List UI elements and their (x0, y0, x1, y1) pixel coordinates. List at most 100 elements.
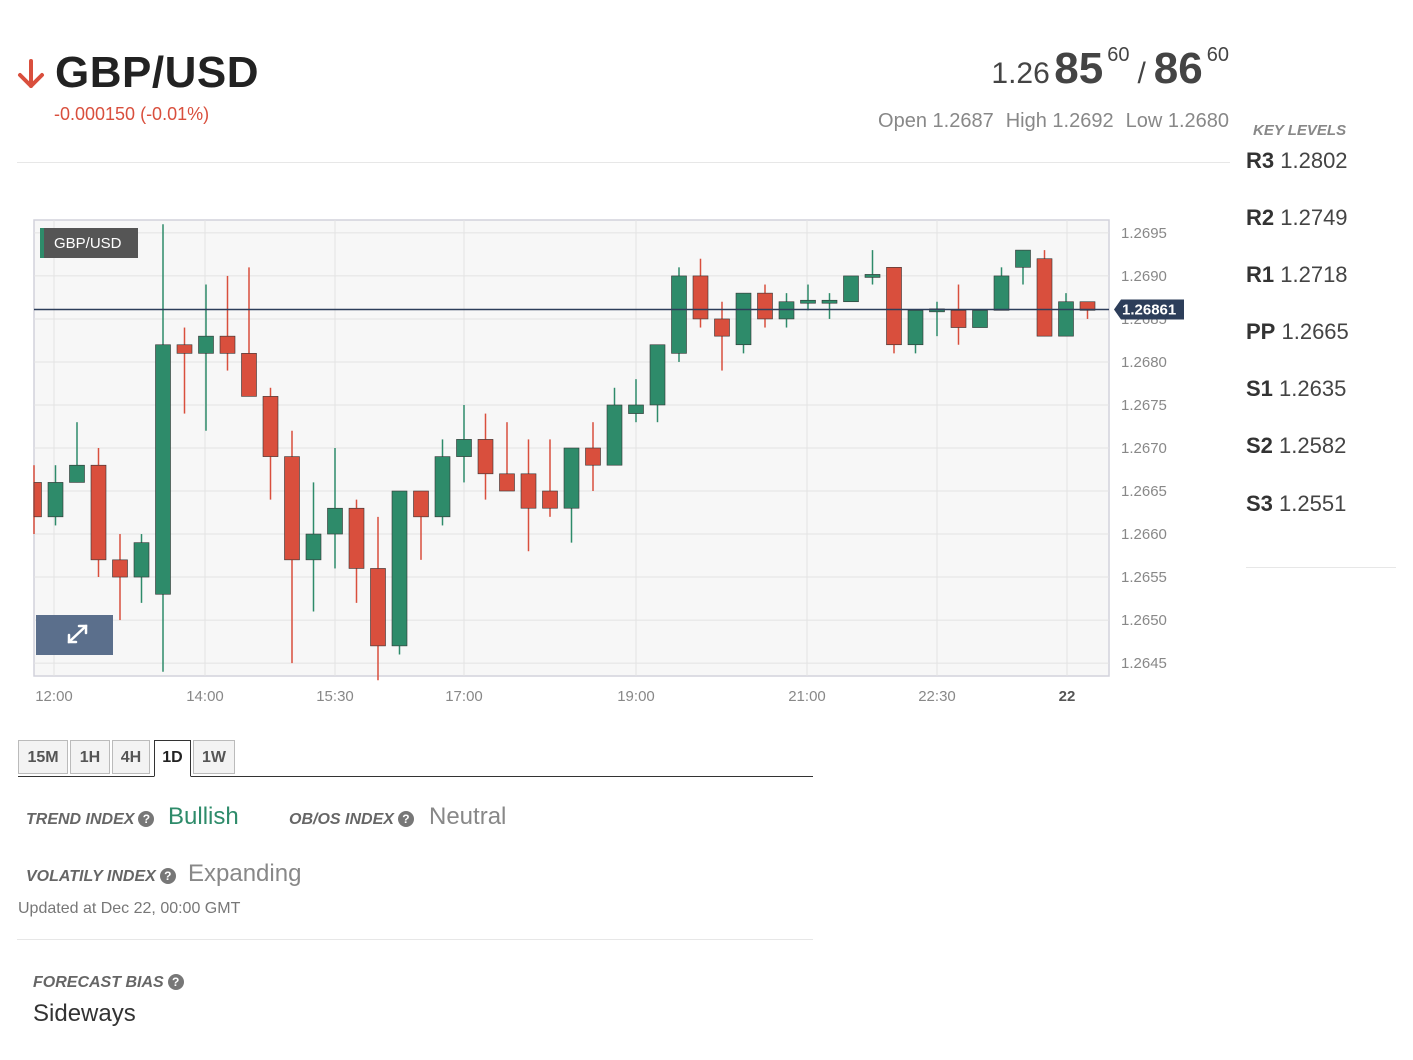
forecast-bias-label: FORECAST BIAS? (33, 974, 184, 992)
tab-1d[interactable]: 1D (154, 740, 191, 777)
candle (176, 327, 193, 414)
candle (133, 534, 150, 603)
tab-15m[interactable]: 15M (18, 740, 68, 774)
candle (241, 267, 257, 397)
x-tick-label: 14:00 (186, 688, 224, 705)
key-level-r1: R1 1.2718 (1246, 262, 1348, 287)
y-tick-label: 1.2695 (1121, 225, 1167, 242)
candle (778, 293, 795, 328)
candle (47, 465, 64, 526)
candle-body (370, 568, 386, 647)
trend-index-label: TREND INDEX? (26, 811, 155, 829)
candle (69, 422, 85, 483)
candle-body (585, 447, 601, 466)
y-tick-label: 1.2690 (1121, 268, 1167, 285)
candle-body (69, 464, 85, 483)
key-levels-divider (1246, 567, 1396, 568)
trend-index-value: Bullish (168, 803, 239, 830)
key-level-r3: R3 1.2802 (1246, 148, 1348, 173)
candle (821, 293, 838, 319)
key-level-pp: PP 1.2665 (1246, 319, 1349, 344)
candle-body (305, 533, 322, 561)
candle-body (33, 482, 42, 518)
candle-body (778, 301, 795, 320)
candle (692, 258, 709, 328)
candle-body (327, 507, 343, 535)
candle-body (155, 344, 171, 595)
candle-body (692, 275, 709, 320)
candle (456, 404, 472, 483)
candle-body (800, 299, 816, 304)
candle (843, 275, 859, 303)
tab-1h[interactable]: 1H (70, 740, 110, 774)
low-value: Low 1.2680 (1125, 110, 1229, 132)
x-tick-label: 22:30 (918, 688, 956, 705)
expand-icon (67, 624, 88, 644)
candle (370, 516, 386, 681)
tab-1w[interactable]: 1W (193, 740, 235, 774)
key-level-r2: R2 1.2749 (1246, 205, 1348, 230)
candle (950, 284, 967, 345)
candle (434, 439, 451, 526)
candle-body (843, 275, 859, 303)
candle (1058, 293, 1074, 337)
candle (1079, 301, 1096, 319)
x-tick-label: 21:00 (788, 688, 826, 705)
candle-body (90, 464, 107, 561)
candle (800, 284, 816, 311)
candle-body (1015, 249, 1031, 268)
candle-body (649, 344, 666, 406)
candle (262, 387, 279, 500)
help-icon[interactable]: ? (159, 868, 176, 884)
pair-title: GBP/USD (55, 48, 259, 97)
y-tick-label: 1.2655 (1121, 569, 1167, 586)
help-icon[interactable]: ? (167, 974, 184, 990)
open-value: Open 1.2687 (878, 110, 994, 132)
volatility-index-label: VOLATILY INDEX? (26, 868, 176, 886)
key-level-s2: S2 1.2582 (1246, 433, 1347, 458)
ask-pip: 60 (1206, 44, 1229, 66)
candle-body (520, 473, 537, 509)
help-icon[interactable]: ? (138, 811, 155, 827)
candle (112, 534, 128, 621)
ask-big: 86 (1153, 44, 1203, 93)
candle (1036, 250, 1053, 337)
key-level-s1: S1 1.2635 (1246, 376, 1347, 401)
candle (606, 387, 623, 466)
y-tick-label: 1.2645 (1121, 655, 1167, 672)
bid-ask-quote: 1.26 85 60/86 60 (991, 44, 1229, 94)
tab-4h[interactable]: 4H (112, 740, 150, 774)
candlestick-chart[interactable]: 1.26951.26901.26851.26801.26751.26701.26… (0, 200, 1240, 720)
candle (563, 447, 580, 543)
bid-pip: 60 (1107, 44, 1130, 66)
candle-body (1058, 301, 1074, 337)
x-tick-label: 12:00 (35, 688, 73, 705)
candle-body (1036, 258, 1053, 337)
candle (155, 224, 171, 672)
candle (972, 310, 988, 328)
bid-prefix: 1.26 (991, 57, 1050, 90)
candle (219, 275, 236, 371)
candle-body (262, 396, 279, 457)
y-tick-label: 1.2670 (1121, 440, 1167, 457)
expand-button[interactable] (36, 615, 113, 655)
candle (284, 430, 300, 664)
x-tick-label: 19:00 (617, 688, 655, 705)
x-tick-label: 17:00 (445, 688, 483, 705)
current-price-tag (1114, 299, 1184, 320)
candle-body (198, 335, 214, 354)
candle-body (1079, 301, 1096, 311)
candle-body (112, 559, 128, 578)
help-icon[interactable]: ? (397, 811, 414, 827)
timeframe-tabs: 15M 1H 4H 1D 1W (18, 740, 813, 777)
header-divider (17, 162, 1230, 163)
quote-separator: / (1137, 57, 1146, 90)
candle-body (950, 310, 967, 328)
candle (348, 499, 365, 603)
candle (305, 482, 322, 612)
candle-body (499, 473, 515, 492)
key-level-s3: S3 1.2551 (1246, 491, 1347, 516)
candle (391, 490, 408, 655)
obos-index-label: OB/OS INDEX? (289, 811, 414, 829)
forecast-bias-value: Sideways (33, 1000, 136, 1027)
